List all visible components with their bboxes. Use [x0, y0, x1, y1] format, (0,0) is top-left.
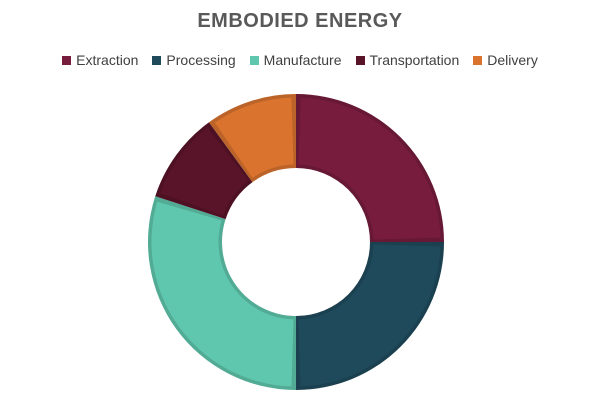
donut-slice-transportation — [155, 122, 253, 220]
legend-swatch-processing — [152, 55, 162, 65]
donut-slice-fill-manufacture — [151, 201, 294, 387]
donut-slice-processing — [296, 242, 444, 390]
donut-slice-manufacture — [147, 196, 296, 390]
legend-label-delivery: Delivery — [487, 52, 538, 68]
donut-slice-delivery — [209, 94, 296, 183]
legend-swatch-extraction — [62, 55, 72, 65]
donut-slice-fill-processing — [298, 244, 441, 387]
legend-item-delivery: Delivery — [473, 52, 538, 68]
chart-title: EMBODIED ENERGY — [197, 10, 403, 32]
donut-slice-fill-extraction — [298, 97, 441, 240]
legend-label-processing: Processing — [166, 52, 236, 68]
donut-slice-extraction — [296, 94, 444, 242]
legend-item-extraction: Extraction — [62, 52, 138, 68]
legend-item-processing: Processing — [152, 52, 236, 68]
legend-label-extraction: Extraction — [76, 52, 139, 68]
legend-swatch-delivery — [473, 55, 483, 65]
legend-label-transportation: Transportation — [369, 52, 460, 68]
legend-swatch-manufacture — [249, 55, 259, 65]
legend-label-manufacture: Manufacture — [263, 52, 342, 68]
legend-item-manufacture: Manufacture — [249, 52, 342, 68]
legend-item-transportation: Transportation — [355, 52, 460, 68]
donut-slice-fill-delivery — [214, 97, 294, 178]
donut-slice-fill-transportation — [160, 127, 249, 216]
chart-legend: Extraction Processing Manufacture Transp… — [0, 52, 600, 68]
legend-swatch-transportation — [355, 55, 365, 65]
